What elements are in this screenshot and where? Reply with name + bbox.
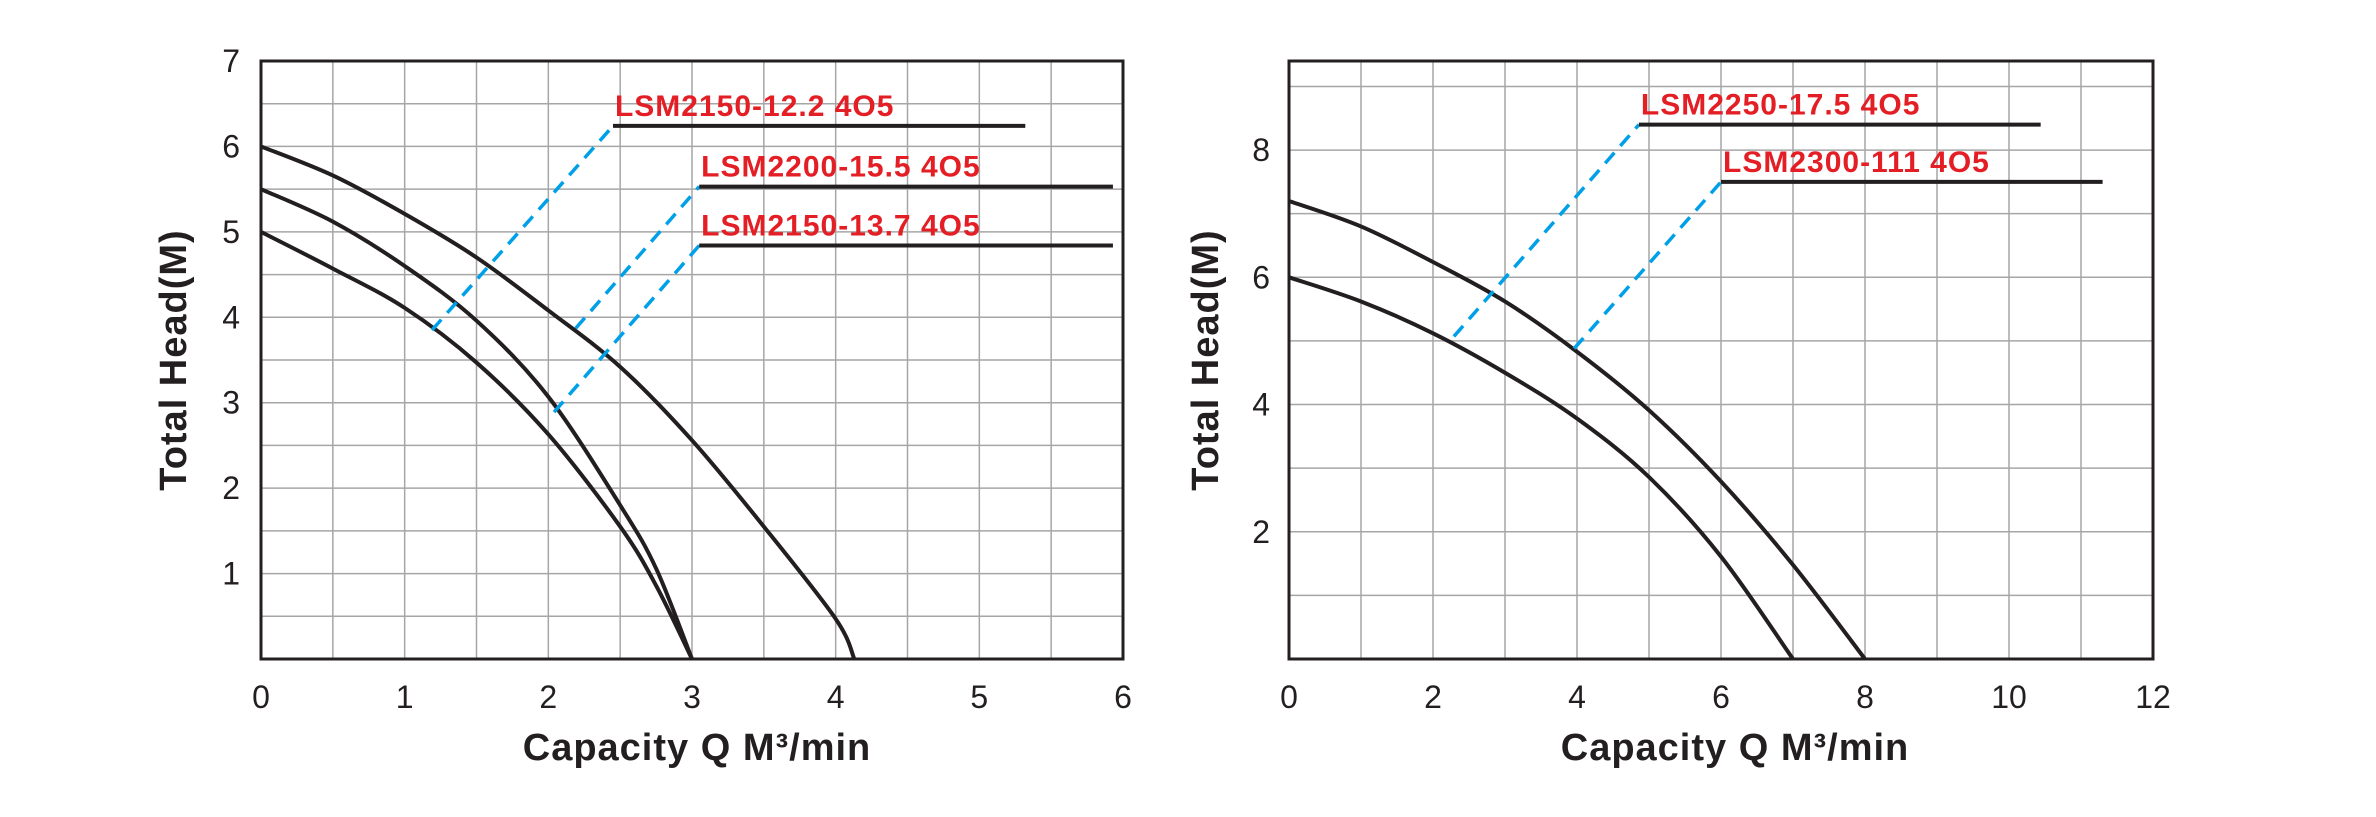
x-tick-label: 1 xyxy=(396,679,414,715)
pump-curve-chart-left: 0 1 2 3 4 5 6 1 2 3 4 5 6 7 Capacity Q M³/min Total Hea… xyxy=(153,43,1132,769)
leader-line-dashed xyxy=(574,185,701,330)
y-tick-label: 4 xyxy=(1252,387,1270,423)
y-tick-label: 5 xyxy=(222,214,240,250)
leader-line-dashed xyxy=(430,124,615,332)
y-tick-label: 4 xyxy=(222,299,240,335)
plot-frame xyxy=(1287,59,2155,661)
y-tick-label: 7 xyxy=(222,43,240,79)
performance-curve xyxy=(260,230,694,660)
x-tick-label: 10 xyxy=(1991,679,2027,715)
y-axis-title: Total Head(M) xyxy=(1185,229,1227,490)
x-tick-label: 4 xyxy=(1568,679,1586,715)
model-label: LSM2250-17.5 4O5 xyxy=(1641,89,1920,122)
model-label: LSM2150-12.2 4O5 xyxy=(615,90,894,123)
y-tick-label: 2 xyxy=(222,470,240,506)
model-label: LSM2300-111 4O5 xyxy=(1723,146,1990,179)
performance-curve xyxy=(1288,275,1795,661)
x-tick-label: 0 xyxy=(1280,679,1298,715)
y-tick-label: 6 xyxy=(222,128,240,164)
x-tick-label: 0 xyxy=(252,679,270,715)
performance-curve xyxy=(260,144,857,660)
leader-line-dashed xyxy=(1452,123,1641,338)
x-axis-title: Capacity Q M³/min xyxy=(1561,727,1910,769)
model-label: LSM2150-13.7 4O5 xyxy=(701,210,980,243)
y-tick-label: 1 xyxy=(222,556,240,592)
pump-curve-chart-right: 0 2 4 6 8 10 12 2 4 6 8 Capacity Q M³/min Total Head… xyxy=(1185,59,2171,769)
y-axis-title: Total Head(M) xyxy=(153,229,195,490)
performance-curve xyxy=(260,187,694,660)
x-tick-label: 2 xyxy=(1424,679,1442,715)
model-label: LSM2200-15.5 4O5 xyxy=(701,151,980,184)
x-axis-title: Capacity Q M³/min xyxy=(523,727,872,769)
x-tick-label: 12 xyxy=(2135,679,2171,715)
y-tick-label: 2 xyxy=(1252,514,1270,550)
performance-curve xyxy=(1288,199,1867,661)
x-tick-label: 5 xyxy=(970,679,988,715)
x-tick-label: 6 xyxy=(1114,679,1132,715)
y-tick-label: 6 xyxy=(1252,259,1270,295)
y-tick-label: 8 xyxy=(1252,132,1270,168)
x-tick-label: 3 xyxy=(683,679,701,715)
leader-line-dashed xyxy=(1572,180,1723,350)
x-tick-label: 6 xyxy=(1712,679,1730,715)
y-tick-label: 3 xyxy=(222,385,240,421)
x-tick-label: 2 xyxy=(539,679,557,715)
x-tick-label: 8 xyxy=(1856,679,1874,715)
x-tick-label: 4 xyxy=(827,679,845,715)
leader-line-dashed xyxy=(552,244,701,414)
